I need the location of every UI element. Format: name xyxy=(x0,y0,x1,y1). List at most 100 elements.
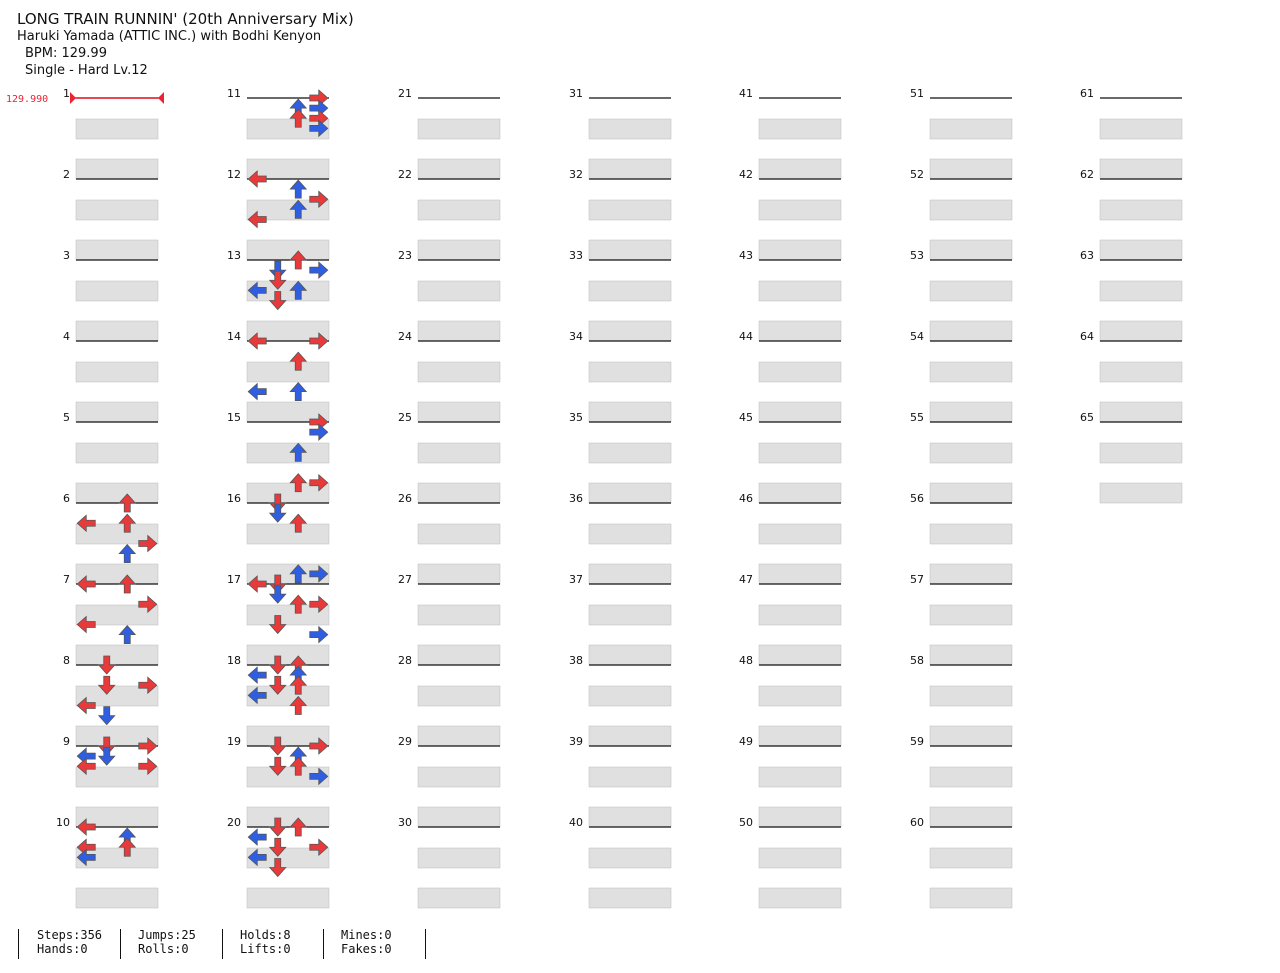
left-arrow-icon xyxy=(76,838,96,857)
measure-3: 3 xyxy=(63,249,159,342)
left-arrow-icon xyxy=(247,828,267,847)
beat-band xyxy=(758,158,842,180)
measure-number: 36 xyxy=(569,492,583,505)
beat-band xyxy=(75,239,159,261)
beat-band xyxy=(75,401,159,423)
stat-holds: Holds:8 xyxy=(240,928,291,942)
beat-band xyxy=(588,361,672,383)
measure-number: 39 xyxy=(569,735,583,748)
up-arrow-icon xyxy=(289,351,308,371)
measure-number: 17 xyxy=(227,573,241,586)
left-arrow-icon xyxy=(247,848,267,867)
measure-25: 25 xyxy=(398,411,501,504)
measure-54: 54 xyxy=(910,330,1013,423)
down-arrow-icon xyxy=(268,503,287,523)
stats-divider xyxy=(120,929,121,959)
beat-band xyxy=(417,604,501,626)
measure-number: 59 xyxy=(910,735,924,748)
beat-band xyxy=(417,887,501,909)
measure-51: 51 xyxy=(910,87,1013,180)
measure-4: 4 xyxy=(63,330,159,423)
measure-32: 32 xyxy=(569,168,672,261)
measure-number: 62 xyxy=(1080,168,1094,181)
measure-number: 51 xyxy=(910,87,924,100)
beat-band xyxy=(758,766,842,788)
measure-number: 10 xyxy=(56,816,70,829)
measure-65: 65 xyxy=(1080,411,1183,504)
measure-28: 28 xyxy=(398,654,501,747)
measure-number: 32 xyxy=(569,168,583,181)
beat-band xyxy=(588,604,672,626)
beat-band xyxy=(588,644,672,666)
beat-band xyxy=(246,644,330,666)
left-arrow-icon xyxy=(247,170,267,188)
stats-divider xyxy=(18,929,19,959)
measure-number: 53 xyxy=(910,249,924,262)
up-arrow-icon xyxy=(289,817,308,837)
right-arrow-icon xyxy=(309,473,329,492)
measure-number: 8 xyxy=(63,654,70,667)
beat-band xyxy=(417,563,501,585)
measure-number: 26 xyxy=(398,492,412,505)
measure-29: 29 xyxy=(398,735,501,828)
measure-64: 64 xyxy=(1080,330,1183,423)
right-arrow-icon xyxy=(309,190,329,209)
measure-43: 43 xyxy=(739,249,842,342)
measure-number: 57 xyxy=(910,573,924,586)
beat-band xyxy=(1099,482,1183,504)
measure-40: 40 xyxy=(569,816,672,909)
measure-number: 25 xyxy=(398,411,412,424)
up-arrow-icon xyxy=(289,513,308,533)
measure-9: 9 xyxy=(63,735,159,828)
beat-band xyxy=(929,685,1013,707)
left-arrow-icon xyxy=(76,747,96,766)
song-artist: Haruki Yamada (ATTIC INC.) with Bodhi Ke… xyxy=(17,29,322,44)
beat-band xyxy=(758,685,842,707)
beat-band xyxy=(417,280,501,302)
measure-number: 64 xyxy=(1080,330,1094,343)
beat-band xyxy=(1099,442,1183,464)
beat-band xyxy=(758,847,842,869)
up-arrow-icon xyxy=(289,199,308,219)
measure-number: 9 xyxy=(63,735,70,748)
left-arrow-icon xyxy=(76,514,96,533)
right-arrow-icon xyxy=(309,838,329,857)
down-arrow-icon xyxy=(268,817,287,837)
down-arrow-icon xyxy=(97,706,116,726)
beat-band xyxy=(246,847,330,869)
measure-number: 30 xyxy=(398,816,412,829)
beat-band xyxy=(588,482,672,504)
beat-band xyxy=(417,442,501,464)
beat-band xyxy=(75,361,159,383)
up-arrow-icon xyxy=(289,594,308,614)
up-arrow-icon xyxy=(289,108,308,128)
beat-band xyxy=(929,644,1013,666)
down-arrow-icon xyxy=(268,837,287,857)
measure-13: 13 xyxy=(227,249,330,342)
beat-band xyxy=(75,644,159,666)
measure-26: 26 xyxy=(398,492,501,585)
song-bpm: BPM: 129.99 xyxy=(25,46,107,61)
up-arrow-icon xyxy=(118,625,137,645)
measure-46: 46 xyxy=(739,492,842,585)
beat-band xyxy=(588,847,672,869)
down-arrow-icon xyxy=(268,756,287,776)
right-arrow-icon xyxy=(309,595,329,614)
measure-number: 21 xyxy=(398,87,412,100)
beat-band xyxy=(758,725,842,747)
measure-number: 15 xyxy=(227,411,241,424)
beat-band xyxy=(246,442,330,464)
beat-band xyxy=(75,523,159,545)
measure-number: 24 xyxy=(398,330,412,343)
beat-band xyxy=(75,280,159,302)
down-arrow-icon xyxy=(97,675,116,695)
measure-number: 50 xyxy=(739,816,753,829)
right-arrow-icon xyxy=(309,261,329,280)
beat-band xyxy=(75,685,159,707)
beat-band xyxy=(758,887,842,909)
beat-band xyxy=(417,361,501,383)
measure-number: 44 xyxy=(739,330,753,343)
up-arrow-icon xyxy=(289,442,308,462)
beat-band xyxy=(1099,118,1183,140)
beat-band xyxy=(929,523,1013,545)
